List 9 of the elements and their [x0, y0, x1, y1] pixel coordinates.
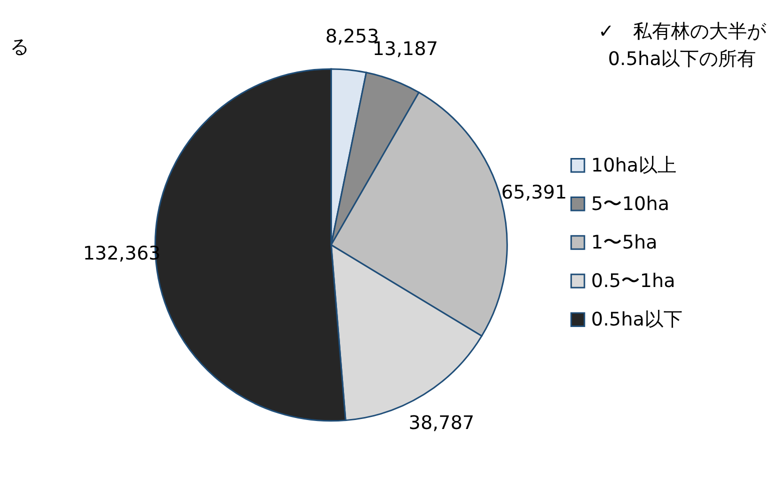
- legend-label: 1〜5ha: [591, 232, 658, 254]
- legend-label: 5〜10ha: [591, 194, 670, 215]
- legend-label: 10ha以上: [591, 155, 676, 176]
- text: ✓ 私有林の大半が 0.5ha以下の所有: [598, 21, 767, 70]
- data-label: 38,787: [408, 413, 474, 434]
- data-label: 65,391: [501, 182, 567, 204]
- legend-label: 0.5〜1ha: [591, 270, 676, 292]
- legend-label: 0.5ha以下: [591, 310, 682, 331]
- text: る: [10, 37, 29, 58]
